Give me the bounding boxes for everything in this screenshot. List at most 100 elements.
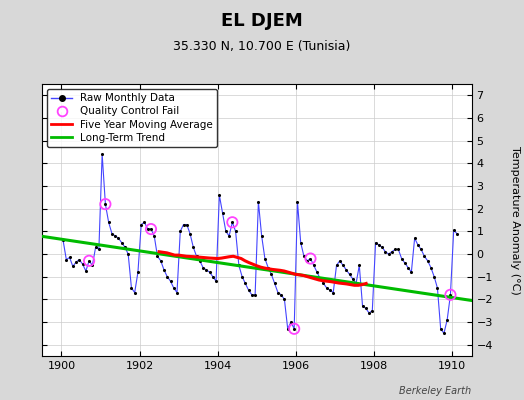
Point (160, 267, 168, 273)
Point (453, 230, 461, 237)
Point (404, 264, 412, 271)
Point (219, 210, 227, 216)
Point (293, 199, 302, 205)
Point (440, 330, 448, 336)
Point (114, 235, 123, 241)
Point (335, 258, 344, 264)
Point (329, 289, 337, 296)
Point (297, 240, 305, 246)
Point (316, 276, 324, 282)
Point (192, 253, 201, 260)
Point (410, 235, 419, 241)
Point (121, 244, 129, 250)
Point (365, 310, 373, 316)
Point (274, 289, 282, 296)
Point (238, 274, 246, 280)
Point (66, 254, 74, 261)
Point (287, 319, 295, 325)
Point (436, 326, 445, 332)
Point (345, 271, 354, 278)
Point (166, 278, 174, 284)
Point (62, 256, 71, 263)
Point (140, 219, 149, 226)
Point (88, 262, 96, 268)
Point (134, 269, 142, 275)
Point (413, 242, 422, 248)
Point (254, 199, 263, 205)
Text: EL DJEM: EL DJEM (221, 12, 303, 30)
Point (339, 262, 347, 268)
Point (150, 233, 158, 239)
Point (189, 244, 198, 250)
Point (182, 221, 191, 228)
Point (355, 262, 364, 268)
Point (75, 256, 83, 263)
Point (450, 227, 458, 233)
Point (59, 237, 67, 244)
Point (117, 240, 126, 246)
Point (127, 285, 136, 291)
Text: 35.330 N, 10.700 E (Tunisia): 35.330 N, 10.700 E (Tunisia) (173, 40, 351, 53)
Point (306, 255, 314, 262)
Point (394, 246, 402, 253)
Point (368, 308, 377, 314)
Point (310, 262, 318, 268)
Point (420, 253, 429, 260)
Point (306, 255, 314, 262)
Point (290, 326, 298, 332)
Point (417, 246, 425, 253)
Point (137, 221, 145, 228)
Point (319, 280, 328, 287)
Point (79, 261, 87, 267)
Point (427, 264, 435, 271)
Point (163, 274, 171, 280)
Point (446, 292, 455, 298)
Point (228, 219, 236, 226)
Point (290, 326, 298, 332)
Point (212, 278, 220, 284)
Point (173, 289, 181, 296)
Point (199, 264, 207, 271)
Point (186, 230, 194, 237)
Point (85, 258, 93, 264)
Point (232, 228, 240, 234)
Legend: Raw Monthly Data, Quality Control Fail, Five Year Moving Average, Long-Term Tren: Raw Monthly Data, Quality Control Fail, … (47, 89, 217, 147)
Point (423, 258, 432, 264)
Point (202, 267, 211, 273)
Point (261, 255, 269, 262)
Point (241, 280, 249, 287)
Point (257, 233, 266, 239)
Point (228, 219, 236, 226)
Point (313, 269, 321, 275)
Point (91, 244, 100, 250)
Point (154, 253, 162, 260)
Point (372, 240, 380, 246)
Point (222, 228, 230, 234)
Point (225, 233, 233, 239)
Point (443, 316, 451, 323)
Point (362, 305, 370, 312)
Point (264, 264, 272, 271)
Point (358, 303, 367, 309)
Point (381, 248, 389, 255)
Point (446, 292, 455, 298)
Point (101, 201, 110, 207)
Point (352, 280, 360, 287)
Point (348, 276, 357, 282)
Point (430, 274, 439, 280)
Point (147, 226, 155, 232)
Point (277, 292, 286, 298)
Point (157, 258, 165, 264)
Point (124, 251, 133, 257)
Point (283, 326, 292, 332)
Point (72, 259, 80, 265)
Point (108, 230, 116, 237)
Point (303, 258, 311, 264)
Point (388, 248, 396, 255)
Point (323, 285, 331, 291)
Point (378, 244, 386, 250)
Point (270, 280, 279, 287)
Point (433, 285, 442, 291)
Point (104, 219, 113, 226)
Point (300, 253, 308, 260)
